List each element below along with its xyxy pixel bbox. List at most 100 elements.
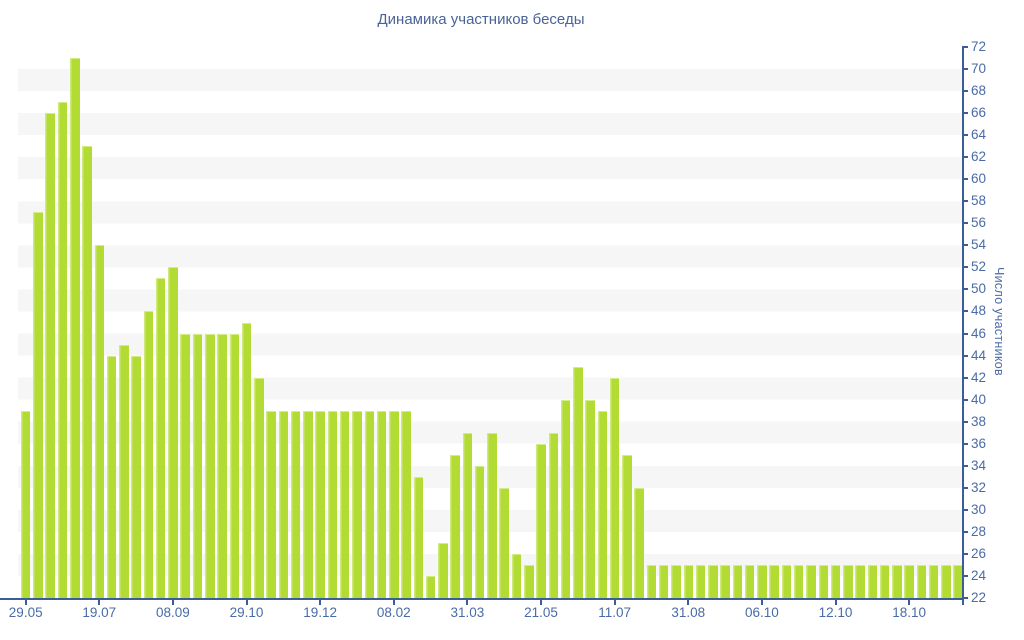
- y-tick-label: 50: [971, 281, 987, 297]
- bar: [757, 564, 767, 598]
- y-tick-label: 26: [971, 545, 987, 561]
- bar: [241, 322, 252, 598]
- bar: [658, 564, 669, 598]
- y-axis-title: Число участников: [992, 267, 1006, 376]
- bar: [744, 564, 755, 598]
- bar: [732, 564, 743, 598]
- x-tick-label: 06.10: [744, 605, 779, 620]
- bar: [119, 344, 129, 598]
- bar: [315, 410, 325, 598]
- x-tick-label: 29.05: [8, 605, 43, 620]
- bar: [474, 465, 485, 598]
- x-tick: [319, 600, 322, 605]
- bar: [217, 333, 227, 598]
- bar: [708, 564, 718, 598]
- bar: [364, 410, 374, 598]
- y-tick: [962, 508, 968, 511]
- bar: [450, 454, 460, 598]
- bar: [892, 564, 902, 598]
- bar: [671, 564, 681, 598]
- bar: [168, 267, 178, 598]
- y-tick-label: 60: [971, 171, 987, 187]
- bar: [106, 355, 117, 598]
- bar: [585, 399, 595, 598]
- y-tick-label: 44: [971, 347, 987, 363]
- x-tick-label: 29.10: [229, 605, 264, 620]
- x-tick-label: 18.10: [892, 605, 927, 620]
- bar: [879, 564, 890, 598]
- y-tick-label: 54: [971, 237, 987, 253]
- y-tick-label: 52: [971, 259, 987, 275]
- x-tick: [540, 600, 543, 605]
- bar: [131, 355, 141, 598]
- x-tick-label: 31.03: [450, 605, 485, 620]
- y-tick: [962, 552, 968, 555]
- y-tick: [962, 46, 968, 48]
- bar: [597, 410, 608, 598]
- bar: [793, 564, 804, 598]
- y-tick-label: 22: [971, 590, 987, 605]
- y-tick-label: 58: [971, 193, 987, 209]
- x-axis-line: [0, 598, 964, 600]
- x-tick-label: 11.07: [598, 605, 632, 620]
- y-tick-label: 28: [971, 523, 987, 539]
- y-tick-label: 70: [971, 61, 987, 77]
- y-tick: [962, 156, 968, 159]
- bar: [339, 410, 350, 598]
- y-axis-line: [962, 46, 964, 605]
- x-tick-label: 19.12: [303, 605, 338, 620]
- bar: [94, 245, 105, 598]
- bar: [462, 432, 473, 598]
- bar: [818, 564, 828, 598]
- bar: [769, 564, 779, 598]
- bar: [916, 564, 927, 598]
- x-tick-label: 19.07: [82, 605, 117, 620]
- x-tick-label: 12.10: [818, 605, 853, 620]
- y-tick: [962, 200, 968, 203]
- y-tick-label: 72: [971, 39, 987, 54]
- y-tick-label: 48: [971, 303, 987, 319]
- bar: [904, 564, 914, 598]
- y-tick: [962, 398, 968, 401]
- bar: [155, 278, 166, 598]
- bar: [376, 410, 387, 598]
- bar: [143, 311, 154, 598]
- y-tick-label: 66: [971, 105, 987, 121]
- bar: [573, 366, 583, 598]
- bar: [720, 564, 730, 598]
- x-tick-label: 21.05: [524, 605, 558, 620]
- y-tick-label: 32: [971, 479, 987, 495]
- bar: [830, 564, 841, 598]
- x-tick: [760, 600, 763, 605]
- x-tick: [245, 600, 248, 605]
- bar: [389, 410, 399, 598]
- bar: [254, 377, 264, 598]
- y-tick-label: 36: [971, 435, 987, 451]
- y-tick: [962, 134, 968, 137]
- bar: [536, 443, 546, 598]
- y-tick: [962, 464, 968, 467]
- bar: [229, 333, 240, 598]
- y-tick: [962, 354, 968, 357]
- bar: [867, 564, 878, 598]
- y-tick: [962, 420, 968, 423]
- bar: [953, 564, 963, 598]
- bar: [928, 564, 939, 598]
- bar: [290, 410, 301, 598]
- y-tick-label: 46: [971, 325, 987, 341]
- bar: [695, 564, 706, 598]
- bar: [20, 410, 31, 598]
- y-tick: [962, 486, 968, 489]
- bar: [33, 212, 43, 598]
- bar: [401, 410, 411, 598]
- bar: [622, 454, 632, 598]
- y-tick-label: 56: [971, 215, 987, 231]
- x-tick: [908, 600, 911, 605]
- y-tick: [962, 288, 968, 291]
- bar: [843, 564, 853, 598]
- y-tick: [962, 244, 968, 247]
- bar: [781, 564, 792, 598]
- bar: [487, 432, 497, 598]
- bar: [303, 410, 313, 598]
